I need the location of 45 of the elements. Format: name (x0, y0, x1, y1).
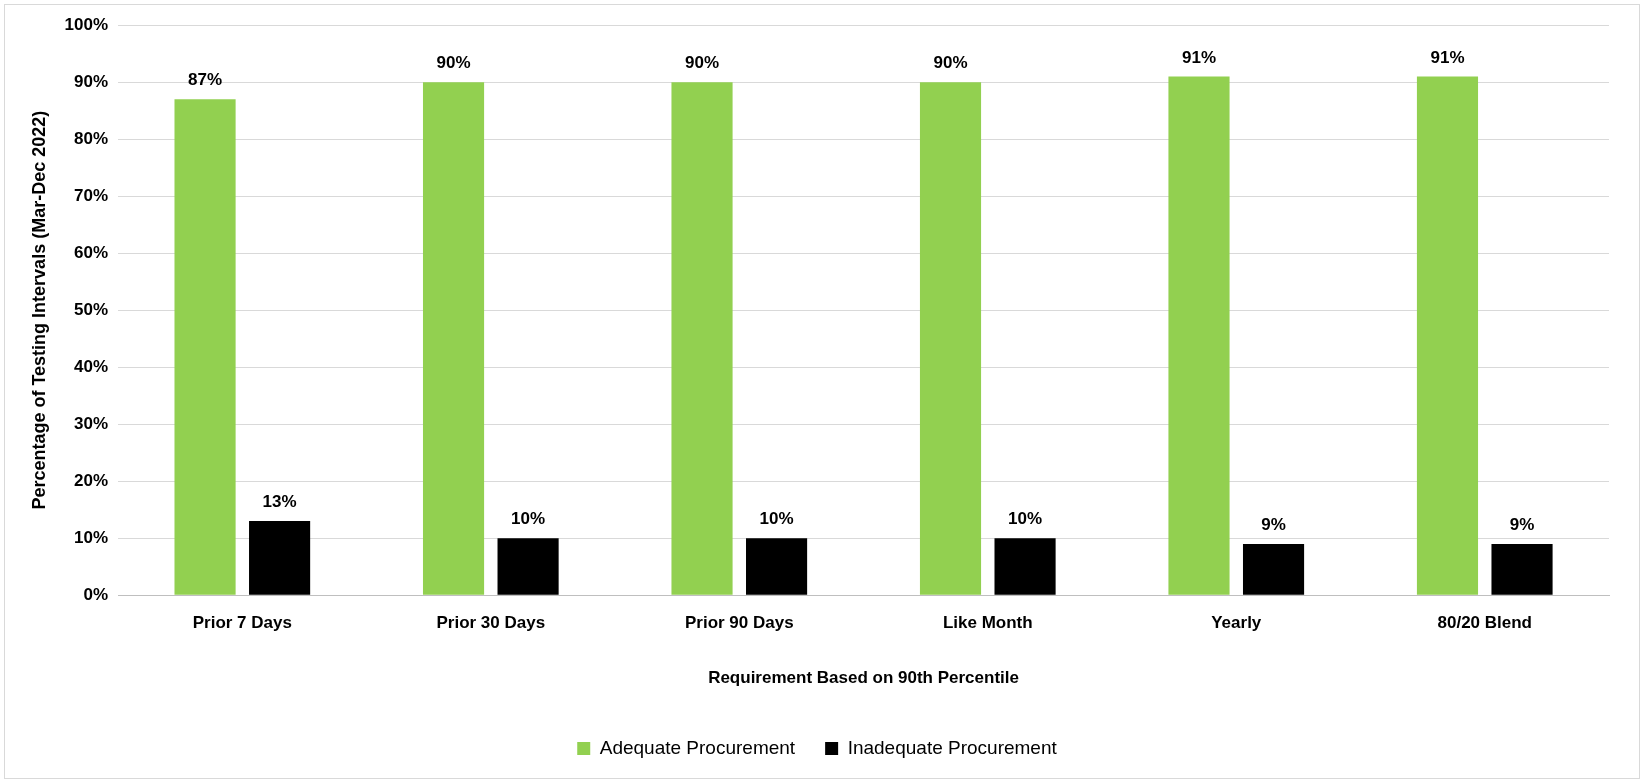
x-tick-label: Prior 7 Days (192, 613, 292, 633)
data-label: 90% (933, 53, 968, 73)
data-label: 13% (262, 492, 297, 512)
bar (1242, 543, 1305, 595)
data-label: 87% (188, 70, 223, 90)
y-tick-label: 70% (74, 185, 109, 205)
bar (671, 82, 733, 595)
data-label: 9% (1509, 515, 1535, 535)
data-label: 10% (511, 509, 546, 529)
x-tick-label: 80/20 Blend (1437, 613, 1533, 633)
x-tick-label: Prior 30 Days (436, 613, 546, 633)
y-tick-label: 50% (74, 299, 109, 319)
data-label: 10% (759, 509, 794, 529)
bar (497, 538, 559, 595)
y-tick-label: 10% (74, 527, 109, 547)
y-tick-label: 80% (74, 128, 109, 148)
data-label: 9% (1261, 515, 1286, 535)
bar (174, 99, 236, 595)
data-label: 90% (685, 53, 720, 73)
data-label: 91% (1430, 47, 1465, 67)
y-tick-label: 30% (74, 413, 109, 433)
y-axis-title: Percentage of Testing Intervals (Mar-Dec 2022) (28, 110, 49, 510)
bar (422, 82, 485, 595)
legend-label: Adequate Procurement (599, 736, 796, 758)
x-tick-label: Prior 90 Days (684, 613, 794, 633)
y-tick-label: 20% (74, 470, 109, 490)
bar (1168, 76, 1230, 595)
bar (919, 82, 982, 595)
x-tick-label: Yearly (1211, 613, 1262, 633)
y-tick-label: 90% (74, 71, 109, 91)
x-axis-title: Requirement Based on 90th Percentile (708, 668, 1019, 688)
bar (249, 521, 311, 595)
data-label: 90% (436, 53, 471, 73)
x-tick-label: Like Month (942, 613, 1033, 633)
data-label: 91% (1181, 47, 1217, 67)
legend-label: Inadequate Procurement (847, 736, 1058, 758)
bar (1416, 76, 1479, 595)
bar (746, 538, 808, 595)
y-tick-label: 0% (83, 584, 109, 604)
y-tick-label: 100% (64, 14, 109, 34)
y-tick-label: 40% (74, 356, 109, 376)
bar (1491, 543, 1553, 595)
bar (994, 538, 1056, 595)
y-tick-label: 60% (74, 242, 109, 262)
data-label: 10% (1008, 509, 1043, 529)
